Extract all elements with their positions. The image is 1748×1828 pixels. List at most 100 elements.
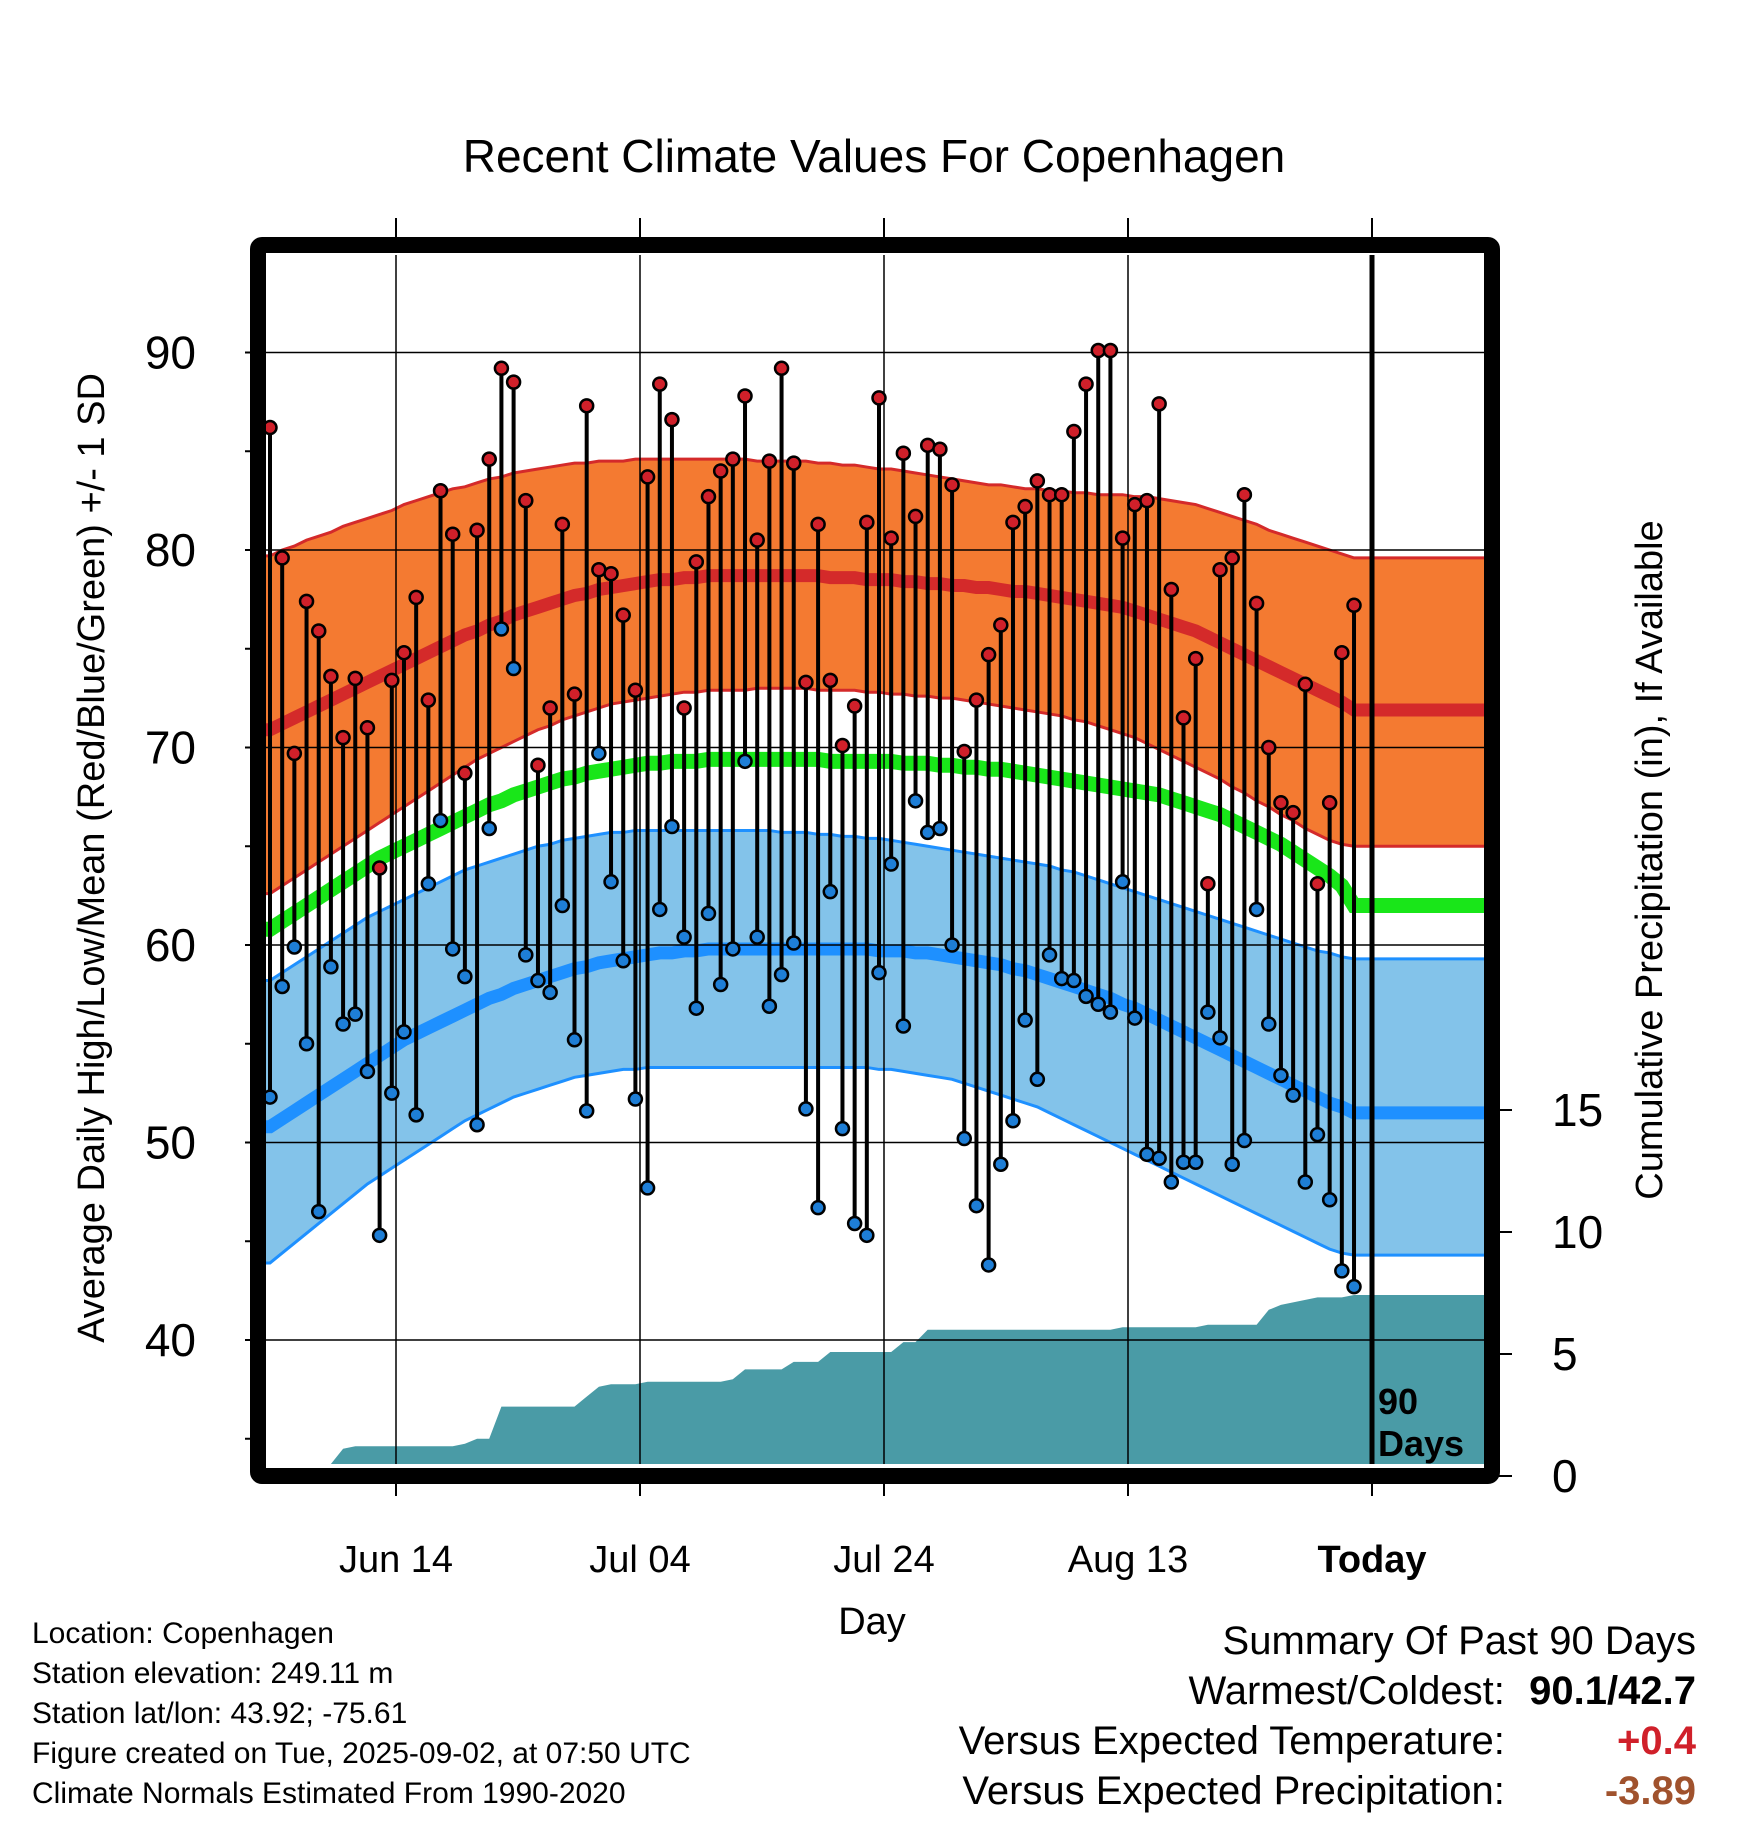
daily-low-point: [749, 929, 765, 945]
daily-low-point: [871, 964, 887, 981]
x-axis-label: Day: [838, 1601, 906, 1643]
daily-high-point: [1309, 876, 1326, 892]
daily-low-point: [1297, 1174, 1314, 1190]
warmest-coldest-label: Warmest/Coldest:: [1188, 1669, 1505, 1713]
daily-low-point: [420, 876, 437, 892]
x-tick-label: Today: [1317, 1539, 1426, 1581]
daily-high-point: [530, 757, 546, 774]
daily-low-point: [1285, 1087, 1301, 1103]
daily-high-point: [323, 668, 339, 685]
daily-high-point: [700, 488, 717, 505]
daily-high-point: [1224, 550, 1240, 566]
precip-area: [266, 1295, 1484, 1464]
daily-low-point: [1248, 901, 1265, 918]
latlon-text: Station lat/lon: 43.92; -75.61: [32, 1697, 408, 1730]
daily-low-point: [1041, 947, 1058, 963]
daily-high-point: [968, 692, 985, 708]
daily-low-point: [469, 1116, 485, 1133]
daily-high-point: [566, 686, 583, 702]
daily-high-point: [420, 692, 437, 708]
daily-low-point: [542, 984, 558, 1001]
daily-high-point: [993, 617, 1009, 633]
daily-low-point: [1163, 1174, 1180, 1190]
daily-low-point: [444, 941, 461, 957]
daily-high-point: [1212, 562, 1228, 578]
daily-high-point: [1139, 492, 1155, 509]
high-sd-band-lower-edge: [266, 686, 1484, 896]
daily-high-point: [1017, 498, 1033, 515]
daily-low-point: [1273, 1067, 1289, 1084]
x-tick-label: Jun 14: [339, 1539, 453, 1581]
daily-high-point: [359, 720, 376, 736]
daily-high-point: [664, 411, 680, 428]
station-info: Location: Copenhagen Station elevation: …: [32, 1614, 691, 1814]
daily-low-point: [1187, 1154, 1204, 1170]
daily-high-point: [1005, 514, 1021, 531]
daily-high-point: [554, 516, 571, 533]
temp-anomaly-label: Versus Expected Temperature:: [958, 1719, 1505, 1763]
daily-low-point: [578, 1103, 595, 1119]
daily-high-point: [980, 646, 997, 663]
daily-low-point: [956, 1130, 973, 1147]
daily-high-point: [895, 445, 912, 461]
daily-low-point: [627, 1091, 644, 1107]
location-text: Location: Copenhagen: [32, 1617, 334, 1650]
y2-tick-label: 10: [1552, 1206, 1603, 1258]
daily-low-point: [1066, 972, 1082, 989]
daily-high-point: [1261, 739, 1277, 756]
daily-low-point: [493, 621, 510, 637]
daily-low-point: [554, 897, 571, 914]
y-tick-label: 90: [145, 327, 196, 379]
daily-low-point: [310, 1203, 327, 1220]
daily-high-point: [1297, 676, 1314, 693]
daily-high-point: [761, 453, 778, 469]
daily-low-point: [347, 1006, 364, 1022]
high-sd-band: [266, 459, 1484, 894]
daily-low-point: [980, 1257, 997, 1273]
x-tick-label: Aug 13: [1068, 1539, 1188, 1581]
daily-high-point: [639, 469, 656, 485]
daily-low-point: [834, 1120, 851, 1137]
summary-heading: Summary Of Past 90 Days: [1222, 1619, 1696, 1663]
daily-low-point: [384, 1085, 400, 1101]
daily-high-point: [846, 698, 863, 714]
daily-high-point: [578, 398, 595, 414]
daily-high-point: [956, 743, 973, 760]
daily-low-point: [1127, 1010, 1143, 1026]
daily-high-point: [1175, 710, 1192, 726]
daily-low-point: [457, 968, 473, 985]
daily-low-point: [274, 978, 290, 995]
precip-anomaly-label: Versus Expected Precipitation:: [962, 1769, 1505, 1813]
daily-low-point: [1090, 996, 1106, 1012]
daily-low-point: [1200, 1004, 1216, 1020]
daily-high-point: [432, 483, 449, 499]
daily-low-point: [944, 937, 960, 953]
daily-high-point: [712, 463, 729, 479]
daily-low-point: [810, 1199, 826, 1216]
daily-high-point: [1102, 342, 1119, 359]
daily-high-point: [1029, 473, 1046, 489]
daily-high-point: [932, 441, 948, 458]
daily-high-point: [481, 451, 497, 467]
daily-low-point: [688, 1000, 705, 1016]
daily-low-point: [603, 874, 619, 890]
y2-tick-label: 15: [1552, 1084, 1603, 1136]
daily-low-point: [371, 1227, 388, 1244]
daily-low-point: [1212, 1030, 1228, 1046]
daily-high-point: [469, 522, 485, 538]
daily-low-point: [1114, 874, 1131, 890]
y-tick-label: 60: [145, 919, 196, 971]
daily-low-point: [1321, 1192, 1338, 1208]
daily-high-point: [834, 737, 851, 754]
daily-low-point: [1102, 1004, 1119, 1020]
daily-low-point: [1029, 1071, 1046, 1088]
daily-low-point: [676, 929, 692, 945]
elevation-text: Station elevation: 249.11 m: [32, 1657, 394, 1690]
daily-low-point: [907, 793, 924, 809]
daily-high-point: [371, 860, 388, 876]
daily-high-point: [1114, 530, 1131, 546]
daily-high-point: [505, 374, 522, 390]
daily-high-point: [737, 388, 753, 404]
low-sd-band-lower-edge: [266, 1065, 1484, 1265]
